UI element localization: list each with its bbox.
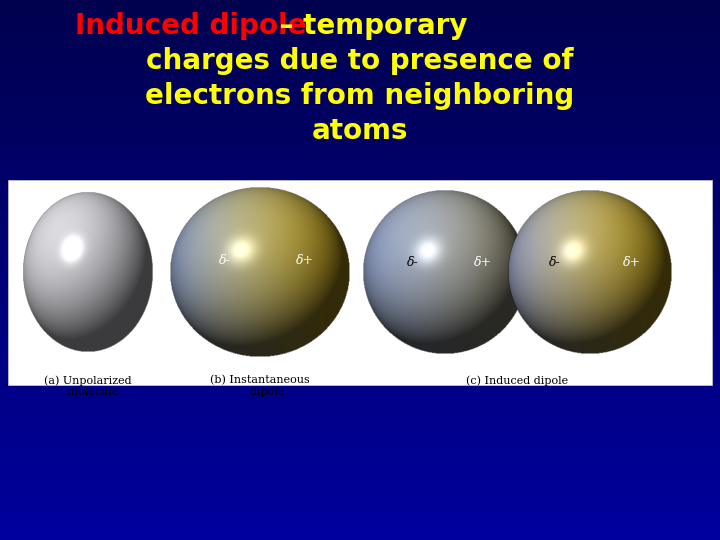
Text: electrons from neighboring: electrons from neighboring bbox=[145, 82, 575, 110]
Text: Induced dipole: Induced dipole bbox=[75, 12, 307, 40]
Text: δ+: δ+ bbox=[623, 255, 641, 268]
Text: – temporary: – temporary bbox=[270, 12, 467, 40]
FancyBboxPatch shape bbox=[8, 180, 712, 385]
Text: (c) Induced dipole: (c) Induced dipole bbox=[467, 375, 569, 386]
Text: (a) Unpolarized
   molecule: (a) Unpolarized molecule bbox=[44, 375, 132, 397]
Text: δ+: δ+ bbox=[296, 253, 314, 267]
Text: δ-: δ- bbox=[549, 255, 561, 268]
Text: (b) Instantaneous
    dipole: (b) Instantaneous dipole bbox=[210, 375, 310, 397]
Text: atoms: atoms bbox=[312, 117, 408, 145]
Text: δ-: δ- bbox=[219, 253, 231, 267]
Text: charges due to presence of: charges due to presence of bbox=[146, 47, 574, 75]
Text: δ-: δ- bbox=[407, 255, 419, 268]
Text: δ+: δ+ bbox=[474, 255, 492, 268]
